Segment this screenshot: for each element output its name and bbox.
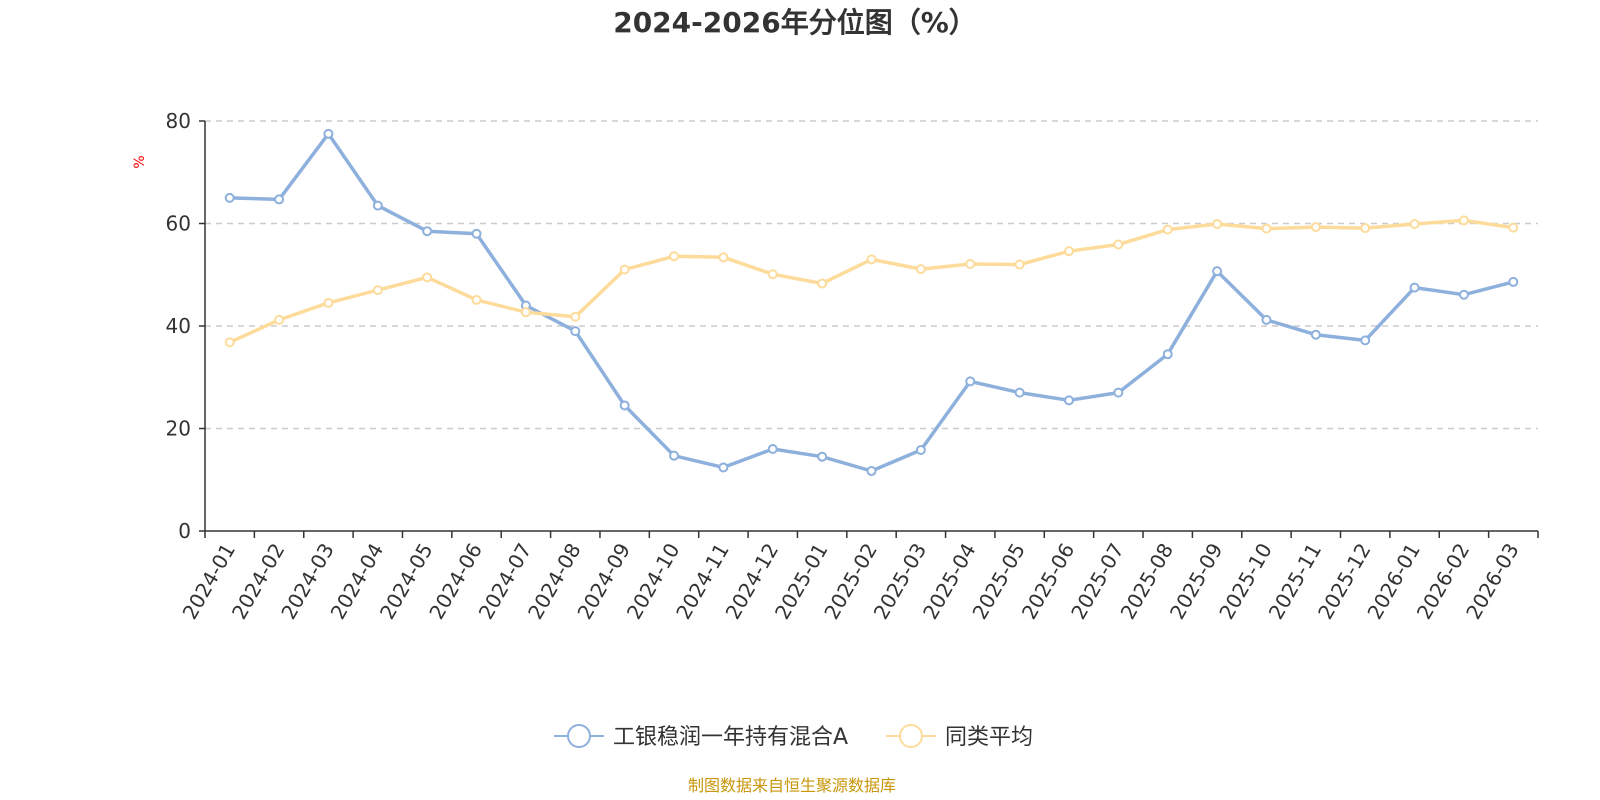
data-point[interactable]	[915, 445, 926, 456]
y-tick-label: 60	[166, 212, 191, 236]
data-point[interactable]	[1162, 224, 1173, 235]
data-point[interactable]	[718, 252, 729, 263]
data-point[interactable]	[619, 400, 630, 411]
data-point[interactable]	[915, 264, 926, 275]
data-point[interactable]	[1212, 219, 1223, 230]
data-point[interactable]	[372, 285, 383, 296]
data-point[interactable]	[718, 462, 729, 473]
data-point[interactable]	[1310, 222, 1321, 233]
data-point[interactable]	[274, 314, 285, 325]
data-point[interactable]	[866, 466, 877, 477]
data-point[interactable]	[224, 192, 235, 203]
data-point[interactable]	[422, 226, 433, 237]
data-point[interactable]	[1014, 387, 1025, 398]
axes: 0204060802024-012024-022024-032024-04202…	[166, 109, 1539, 623]
legend-marker	[567, 724, 591, 748]
data-point[interactable]	[1409, 219, 1420, 230]
y-tick-label: 20	[166, 417, 191, 441]
data-point[interactable]	[224, 337, 235, 348]
data-point[interactable]	[1014, 259, 1025, 270]
data-point[interactable]	[1261, 314, 1272, 325]
data-point[interactable]	[767, 269, 778, 280]
data-point[interactable]	[669, 450, 680, 461]
data-point[interactable]	[372, 200, 383, 211]
series-line	[228, 218, 1514, 344]
series-0	[224, 128, 1519, 477]
series-layer	[224, 128, 1519, 477]
data-point[interactable]	[1458, 215, 1469, 226]
data-point[interactable]	[767, 444, 778, 454]
gridlines	[205, 120, 1538, 430]
series-1	[224, 215, 1519, 348]
data-point[interactable]	[274, 194, 285, 205]
data-point[interactable]	[1162, 349, 1173, 360]
data-point[interactable]	[1063, 395, 1074, 406]
data-point[interactable]	[1113, 387, 1124, 398]
data-point[interactable]	[422, 272, 433, 283]
y-tick-label: 40	[166, 314, 191, 338]
data-point[interactable]	[1360, 335, 1371, 346]
series-line	[229, 132, 1514, 473]
data-point[interactable]	[570, 311, 581, 322]
y-axis-label: %	[132, 155, 148, 168]
data-point[interactable]	[1409, 282, 1420, 293]
data-point[interactable]	[965, 258, 976, 269]
data-point[interactable]	[323, 128, 334, 139]
data-point[interactable]	[817, 278, 828, 289]
legend-item[interactable]: 同类平均	[886, 724, 1033, 750]
data-point[interactable]	[1113, 239, 1124, 250]
data-point[interactable]	[570, 326, 581, 337]
y-tick-label: 0	[178, 519, 191, 543]
data-point[interactable]	[1508, 222, 1519, 233]
legend-marker	[899, 724, 923, 748]
data-point[interactable]	[471, 228, 482, 239]
data-point[interactable]	[323, 297, 334, 308]
data-point[interactable]	[866, 254, 877, 265]
data-point[interactable]	[1310, 329, 1321, 340]
source-note: 制图数据来自恒生聚源数据库	[688, 776, 896, 795]
data-point[interactable]	[669, 251, 680, 262]
legend-item[interactable]: 工银稳润一年持有混合A	[554, 724, 848, 750]
data-point[interactable]	[1508, 276, 1519, 287]
chart-title: 2024-2026年分位图（%）	[613, 6, 977, 39]
legend[interactable]: 工银稳润一年持有混合A 同类平均	[554, 724, 1033, 750]
legend-label: 工银稳润一年持有混合A	[613, 725, 848, 750]
data-point[interactable]	[817, 451, 828, 462]
data-point[interactable]	[1360, 223, 1371, 234]
data-point[interactable]	[520, 307, 531, 318]
data-point[interactable]	[471, 294, 482, 305]
y-tick-label: 80	[166, 109, 191, 133]
data-point[interactable]	[619, 264, 630, 275]
data-point[interactable]	[1261, 223, 1272, 234]
data-point[interactable]	[965, 376, 976, 387]
data-point[interactable]	[1458, 289, 1469, 300]
legend-label: 同类平均	[945, 725, 1033, 750]
data-point[interactable]	[1212, 266, 1223, 277]
data-point[interactable]	[1063, 246, 1074, 257]
